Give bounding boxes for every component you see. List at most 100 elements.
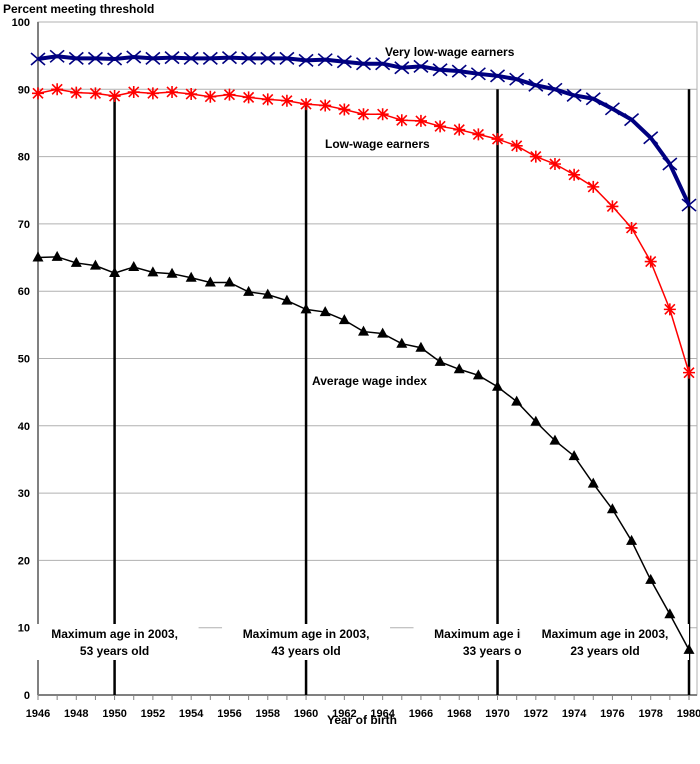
data-point — [30, 52, 46, 66]
data-point — [32, 87, 44, 100]
x-tick-label: 1956 — [217, 708, 241, 720]
data-point — [338, 103, 351, 116]
data-point — [107, 52, 123, 66]
data-point — [261, 93, 274, 106]
y-tick-label: 60 — [18, 286, 30, 298]
data-point — [511, 395, 523, 406]
data-point — [510, 139, 523, 152]
y-tick-label: 50 — [18, 354, 30, 366]
data-point — [336, 55, 352, 69]
data-point — [204, 276, 216, 287]
data-point — [453, 363, 465, 374]
x-tick-label: 1960 — [294, 708, 318, 720]
data-point — [491, 133, 504, 146]
data-point — [87, 51, 103, 65]
data-point — [223, 88, 236, 101]
data-point — [451, 64, 467, 78]
data-point — [166, 267, 178, 278]
x-tick-label: 1978 — [638, 708, 662, 720]
y-tick-label: 10 — [18, 623, 30, 635]
data-point — [643, 131, 659, 145]
y-axis-title: Percent meeting threshold — [3, 2, 154, 16]
y-tick-label: 80 — [18, 152, 30, 164]
data-point — [279, 51, 295, 65]
reference-label-line1: Maximum age in 2003, — [542, 627, 669, 641]
data-point — [145, 51, 161, 65]
data-point — [530, 415, 542, 426]
reference-label-line2: 33 years old — [463, 644, 532, 658]
data-point — [260, 51, 276, 65]
data-point — [568, 450, 580, 461]
y-tick-label: 90 — [18, 84, 30, 96]
data-point — [415, 341, 427, 352]
data-point — [147, 266, 159, 277]
data-point — [566, 88, 582, 102]
data-point — [604, 102, 620, 116]
data-point — [49, 49, 65, 63]
data-point — [585, 92, 601, 106]
data-point — [413, 59, 429, 74]
data-point — [624, 112, 640, 127]
data-point — [185, 271, 197, 282]
data-point — [146, 87, 159, 100]
data-point — [202, 51, 218, 65]
data-point — [568, 168, 581, 181]
data-point — [432, 63, 448, 77]
data-point — [645, 573, 657, 584]
x-tick-label: 1980 — [677, 708, 700, 720]
series-line-0 — [37, 54, 691, 206]
data-point — [204, 90, 217, 103]
data-point — [243, 285, 255, 296]
y-tick-label: 40 — [18, 421, 30, 433]
data-point — [166, 85, 179, 98]
x-tick-label: 1968 — [447, 708, 471, 720]
x-tick-label: 1976 — [600, 708, 624, 720]
data-point — [281, 294, 293, 305]
reference-label-line2: 53 years old — [80, 644, 149, 658]
data-point — [262, 288, 274, 299]
data-point — [548, 158, 561, 171]
data-point — [109, 267, 121, 278]
data-point — [490, 69, 506, 83]
data-point — [472, 128, 485, 141]
data-point — [470, 67, 486, 81]
data-point — [587, 180, 600, 193]
y-tick-label: 0 — [24, 690, 30, 702]
data-point — [164, 51, 180, 65]
data-point — [355, 57, 372, 71]
data-point — [683, 366, 695, 379]
data-point — [434, 355, 446, 366]
data-point — [395, 114, 408, 127]
data-point — [414, 114, 427, 127]
data-point — [70, 256, 82, 267]
data-point — [664, 608, 676, 619]
data-point — [547, 82, 563, 96]
reference-label-line1: Maximum age in 2003, — [243, 627, 370, 641]
data-point — [606, 200, 619, 213]
x-tick-label: 1966 — [409, 708, 433, 720]
data-point — [338, 314, 350, 325]
x-tick-label: 1964 — [370, 708, 395, 720]
data-point — [434, 120, 447, 133]
series-line-2 — [37, 256, 690, 651]
x-tick-label: 1948 — [64, 708, 88, 720]
data-point — [528, 78, 544, 92]
y-tick-label: 20 — [18, 555, 30, 567]
data-point — [375, 57, 391, 71]
data-point — [242, 91, 255, 104]
data-point — [681, 198, 697, 212]
reference-label-bg — [222, 624, 391, 660]
data-point — [358, 325, 369, 336]
data-point — [626, 534, 638, 545]
y-tick-label: 100 — [12, 17, 30, 29]
data-point — [126, 50, 142, 64]
data-point — [183, 51, 199, 65]
x-tick-label: 1972 — [524, 708, 548, 720]
data-point — [357, 108, 370, 121]
data-point — [683, 643, 695, 654]
data-point — [472, 369, 484, 380]
data-point — [32, 251, 44, 262]
data-point — [492, 380, 504, 391]
x-tick-label: 1970 — [485, 708, 509, 720]
